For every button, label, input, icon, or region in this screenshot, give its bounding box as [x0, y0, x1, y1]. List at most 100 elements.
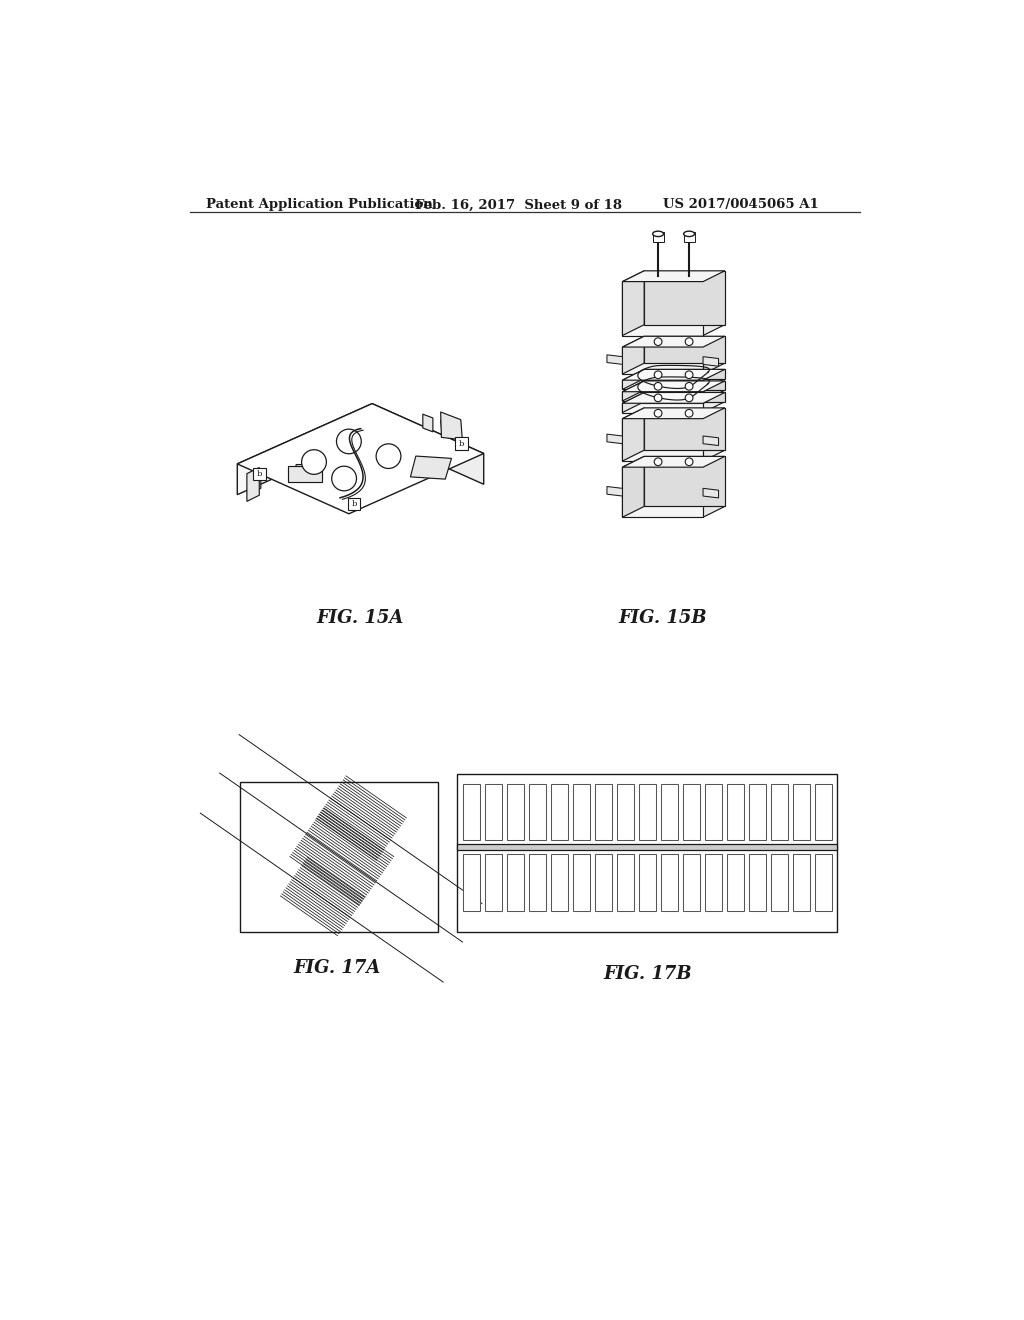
Bar [683, 784, 699, 840]
Polygon shape [623, 392, 725, 404]
Bar [551, 784, 568, 840]
Bar [749, 854, 766, 911]
Bar [683, 854, 699, 911]
Polygon shape [703, 356, 719, 366]
Bar [456, 437, 468, 450]
Circle shape [685, 395, 693, 401]
Bar [348, 498, 360, 511]
Bar [595, 784, 611, 840]
Polygon shape [623, 281, 703, 335]
Text: FIG. 15A: FIG. 15A [316, 609, 404, 627]
Polygon shape [440, 420, 455, 437]
Circle shape [654, 338, 662, 346]
Text: FIG. 17B: FIG. 17B [603, 965, 691, 983]
Text: b: b [257, 470, 262, 478]
Bar [793, 784, 810, 840]
Polygon shape [623, 370, 725, 380]
Polygon shape [623, 381, 644, 401]
Bar [528, 854, 546, 911]
Bar [528, 784, 546, 840]
Bar [771, 854, 787, 911]
Text: FIG. 17A: FIG. 17A [294, 960, 381, 977]
Bar [771, 784, 787, 840]
Circle shape [654, 395, 662, 401]
Polygon shape [623, 457, 725, 467]
Polygon shape [247, 467, 259, 502]
Polygon shape [623, 380, 703, 389]
Polygon shape [644, 392, 725, 401]
Circle shape [376, 444, 401, 469]
Polygon shape [423, 414, 433, 432]
Circle shape [654, 383, 662, 391]
Bar [458, 845, 838, 850]
Polygon shape [703, 436, 719, 446]
Bar [639, 854, 655, 911]
Polygon shape [623, 271, 644, 335]
Polygon shape [623, 347, 703, 374]
Polygon shape [623, 408, 725, 418]
Bar [815, 784, 831, 840]
Bar [241, 781, 438, 932]
Text: b: b [459, 440, 464, 447]
Polygon shape [703, 392, 725, 412]
Polygon shape [607, 434, 623, 444]
Circle shape [685, 371, 693, 379]
Polygon shape [607, 487, 623, 496]
Text: FIG. 15B: FIG. 15B [618, 609, 707, 627]
Polygon shape [703, 488, 719, 498]
Ellipse shape [684, 231, 694, 236]
Bar [616, 854, 634, 911]
Bar [749, 784, 766, 840]
Polygon shape [372, 404, 483, 484]
Bar [616, 784, 634, 840]
Bar [793, 854, 810, 911]
Polygon shape [238, 404, 372, 495]
Polygon shape [623, 337, 725, 347]
Ellipse shape [652, 231, 664, 236]
Polygon shape [644, 271, 725, 325]
Polygon shape [644, 408, 725, 450]
Text: Feb. 16, 2017  Sheet 9 of 18: Feb. 16, 2017 Sheet 9 of 18 [415, 198, 622, 211]
Circle shape [685, 383, 693, 391]
Bar [660, 784, 678, 840]
Bar [660, 854, 678, 911]
Bar [551, 854, 568, 911]
Polygon shape [288, 466, 322, 482]
Bar [463, 784, 480, 840]
Polygon shape [252, 474, 261, 492]
Circle shape [302, 450, 327, 474]
Bar [572, 854, 590, 911]
Polygon shape [623, 418, 703, 461]
Polygon shape [644, 381, 725, 391]
Circle shape [685, 409, 693, 417]
Polygon shape [703, 337, 725, 374]
Polygon shape [644, 370, 725, 379]
Circle shape [685, 338, 693, 346]
Bar [484, 784, 502, 840]
Text: US 2017/0045065 A1: US 2017/0045065 A1 [663, 198, 818, 211]
Polygon shape [607, 355, 623, 364]
Bar [815, 854, 831, 911]
Bar [458, 775, 838, 932]
Polygon shape [623, 271, 725, 281]
Text: b: b [351, 500, 356, 508]
Bar [484, 854, 502, 911]
Circle shape [654, 371, 662, 379]
Polygon shape [703, 408, 725, 461]
Polygon shape [623, 370, 644, 389]
Polygon shape [623, 408, 644, 461]
Bar [595, 854, 611, 911]
Circle shape [337, 429, 361, 454]
Text: Patent Application Publication: Patent Application Publication [206, 198, 432, 211]
Polygon shape [644, 457, 725, 507]
Polygon shape [703, 370, 725, 389]
Polygon shape [644, 337, 725, 363]
Polygon shape [623, 381, 725, 392]
Polygon shape [623, 467, 703, 517]
Polygon shape [623, 457, 644, 517]
Polygon shape [703, 271, 725, 335]
Bar [572, 784, 590, 840]
Bar [253, 467, 266, 480]
Bar [727, 854, 743, 911]
Circle shape [332, 466, 356, 491]
